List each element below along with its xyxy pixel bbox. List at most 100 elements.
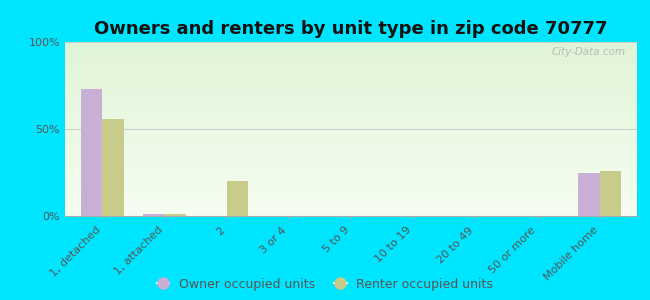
Bar (65, 42, 637, 43)
Legend: Owner occupied units, Renter occupied units: Owner occupied units, Renter occupied un… (157, 278, 493, 291)
Bar (65, 74, 637, 75)
Bar (65, 181, 637, 182)
Bar (65, 191, 637, 192)
Bar (65, 153, 637, 154)
Bar (65, 182, 637, 183)
Bar (65, 139, 637, 140)
Bar (65, 89, 637, 90)
Bar (65, 203, 637, 204)
Bar (65, 96, 637, 97)
Bar (65, 196, 637, 197)
Bar (65, 92, 637, 93)
Bar (65, 193, 637, 194)
Bar (65, 84, 637, 85)
Bar (65, 45, 637, 46)
Bar (65, 60, 637, 61)
Bar (65, 52, 637, 53)
Bar (65, 101, 637, 102)
Bar (65, 205, 637, 206)
Bar (65, 68, 637, 69)
Bar (65, 188, 637, 189)
Bar (65, 215, 637, 216)
Bar (65, 53, 637, 54)
Bar (65, 70, 637, 71)
Bar (65, 77, 637, 78)
Bar (65, 114, 637, 115)
Bar (65, 212, 637, 213)
Bar (65, 134, 637, 135)
Bar (65, 87, 637, 88)
Bar (65, 209, 637, 210)
Bar (65, 50, 637, 51)
Bar (65, 138, 637, 139)
Bar (65, 210, 637, 211)
Bar (65, 197, 637, 198)
Bar (65, 201, 637, 202)
Bar (65, 163, 637, 164)
Bar (65, 167, 637, 168)
Bar (65, 75, 637, 76)
Bar (65, 123, 637, 124)
Bar (65, 125, 637, 126)
Bar (65, 44, 637, 45)
Bar (65, 140, 637, 141)
Bar (65, 110, 637, 111)
Bar (65, 131, 637, 132)
Bar (65, 115, 637, 116)
Bar (65, 91, 637, 92)
Bar (65, 94, 637, 95)
Bar (65, 54, 637, 55)
Bar (65, 103, 637, 104)
Bar (65, 185, 637, 186)
Bar (65, 132, 637, 133)
Bar (65, 78, 637, 79)
Bar (65, 124, 637, 125)
Bar (81, 89, 102, 216)
Bar (65, 93, 637, 94)
Bar (65, 198, 637, 199)
Bar (65, 64, 637, 65)
Bar (65, 165, 637, 166)
Bar (65, 213, 637, 214)
Bar (65, 95, 637, 96)
Bar (65, 183, 637, 184)
Bar (65, 173, 637, 174)
Bar (65, 174, 637, 175)
Bar (65, 142, 637, 143)
Bar (65, 105, 637, 106)
Bar (65, 128, 637, 129)
Bar (65, 118, 637, 119)
Bar (65, 129, 637, 130)
Bar (65, 80, 637, 81)
Bar (65, 168, 637, 169)
Bar (65, 199, 637, 200)
Bar (65, 85, 637, 86)
Bar (65, 67, 637, 68)
Bar (65, 57, 637, 58)
Bar (65, 150, 637, 151)
Bar (65, 43, 637, 44)
Bar (65, 171, 637, 172)
Bar (65, 157, 637, 158)
Bar (65, 202, 637, 203)
Bar (65, 207, 637, 208)
Bar (65, 79, 637, 80)
Bar (65, 189, 637, 190)
Bar (65, 83, 637, 84)
Bar (65, 88, 637, 89)
Bar (65, 160, 637, 161)
Bar (102, 118, 124, 216)
Bar (65, 48, 637, 49)
Bar (65, 208, 637, 209)
Bar (65, 116, 637, 117)
Bar (65, 108, 637, 109)
Bar (65, 72, 637, 73)
Bar (65, 122, 637, 123)
Bar (65, 47, 637, 48)
Bar (65, 166, 637, 167)
Bar (65, 63, 637, 64)
Bar (65, 143, 637, 144)
Bar (65, 81, 637, 82)
Bar (65, 161, 637, 162)
Bar (65, 195, 637, 196)
